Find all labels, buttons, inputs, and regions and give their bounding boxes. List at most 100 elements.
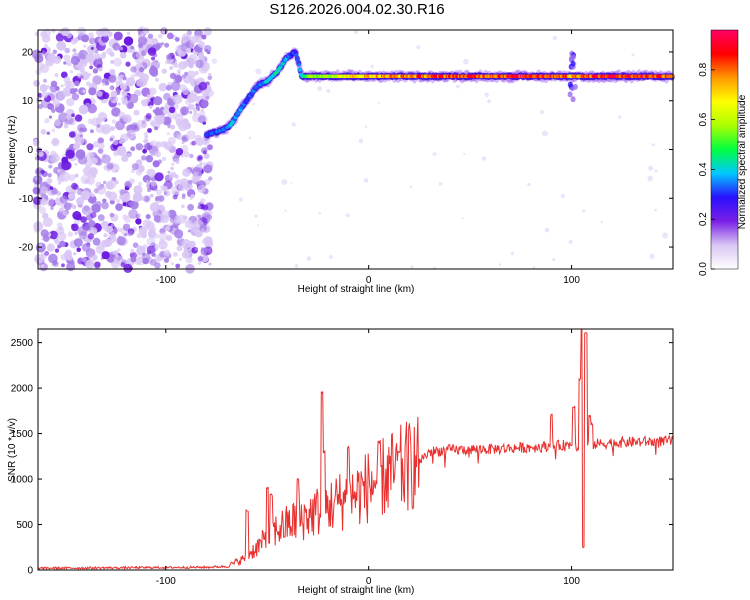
- noise-blob: [123, 233, 128, 237]
- noise-blob: [143, 131, 148, 137]
- noise-blob: [143, 195, 150, 202]
- noise-blob: [202, 162, 207, 166]
- colorbar: 0.0 0.2 0.4 0.6 0.8 Normalized spectral ampl…: [698, 29, 748, 276]
- noise-blob: [181, 193, 186, 198]
- noise-blob: [173, 63, 179, 68]
- noise-blob: [191, 140, 197, 146]
- noise-blob: [50, 150, 57, 157]
- noise-blob: [82, 89, 86, 93]
- trace-disturbance: [570, 54, 576, 61]
- noise-blob: [92, 141, 100, 148]
- noise-blob: [203, 27, 212, 36]
- noise-blob: [200, 99, 209, 108]
- noise-blob: [205, 95, 210, 100]
- noise-blob: [98, 67, 103, 72]
- y-tick-label: 0: [27, 566, 33, 577]
- noise-blob: [90, 97, 95, 103]
- noise-blob: [34, 254, 44, 264]
- noise-blob: [112, 42, 121, 51]
- noise-blob: [72, 48, 77, 53]
- noise-blob: [74, 136, 85, 146]
- noise-blob: [170, 171, 177, 178]
- noise-blob: [294, 264, 299, 268]
- noise-blob: [90, 211, 97, 219]
- noise-blob: [211, 58, 218, 64]
- noise-blob: [207, 75, 213, 81]
- noise-blob: [158, 33, 163, 39]
- noise-blob: [71, 93, 80, 101]
- noise-blob: [91, 157, 98, 164]
- colorbar-label: Normalized spectral amplitude: [737, 94, 748, 229]
- noise-blob: [137, 165, 145, 173]
- noise-blob: [110, 143, 118, 152]
- noise-blob: [175, 118, 183, 126]
- noise-blob: [142, 219, 152, 229]
- noise-blob: [44, 251, 50, 256]
- noise-blob: [186, 70, 196, 80]
- noise-blob: [69, 70, 73, 74]
- noise-blob: [149, 202, 160, 213]
- noise-blob: [175, 148, 184, 156]
- noise-blob: [199, 198, 206, 204]
- noise-blob: [46, 198, 55, 207]
- noise-blob: [175, 263, 181, 269]
- noise-blob: [651, 143, 655, 147]
- noise-blob: [73, 238, 83, 248]
- trace-core: [296, 63, 301, 67]
- noise-blob: [71, 224, 75, 228]
- noise-blob: [66, 32, 72, 39]
- noise-blob: [167, 81, 172, 86]
- spectrogram-frame: [37, 29, 674, 270]
- noise-blob: [125, 61, 131, 67]
- noise-blob: [122, 202, 127, 207]
- noise-blob: [70, 55, 80, 65]
- noise-blob: [111, 107, 121, 117]
- x-tick-label: -100: [156, 576, 176, 587]
- noise-blob: [208, 72, 212, 77]
- colorbar-tick-label: 0.8: [698, 62, 709, 76]
- noise-blob: [33, 79, 40, 87]
- noise-blob: [188, 63, 194, 69]
- noise-blob: [56, 222, 63, 228]
- noise-blob: [164, 42, 170, 48]
- noise-blob: [130, 45, 135, 50]
- noise-blob: [203, 153, 210, 159]
- noise-blob: [46, 243, 56, 252]
- noise-blob: [207, 144, 213, 151]
- noise-blob: [63, 54, 71, 62]
- noise-blob: [147, 47, 157, 56]
- noise-blob: [63, 123, 69, 129]
- noise-blob: [206, 89, 214, 97]
- noise-blob: [119, 140, 123, 144]
- noise-blob: [59, 240, 66, 247]
- noise-blob: [52, 49, 58, 55]
- noise-blob: [92, 237, 101, 246]
- noise-blob: [139, 73, 149, 83]
- noise-blob: [129, 251, 137, 259]
- noise-blob: [33, 138, 40, 145]
- noise-blob: [131, 163, 139, 171]
- noise-blob: [52, 99, 60, 108]
- noise-blob: [110, 223, 115, 228]
- noise-blob: [149, 226, 156, 233]
- noise-blob: [100, 220, 108, 229]
- noise-blob: [178, 183, 186, 192]
- noise-blob: [176, 245, 183, 252]
- noise-blob: [130, 146, 136, 152]
- noise-blob: [85, 212, 89, 216]
- trace-core: [298, 68, 303, 72]
- noise-blob: [81, 243, 91, 252]
- noise-blob: [88, 32, 94, 39]
- noise-blob: [135, 218, 142, 225]
- snr-ylabel: SNR (10 * v/v): [7, 418, 18, 482]
- snr-line: [37, 328, 674, 571]
- noise-blob: [171, 262, 174, 266]
- noise-blob: [92, 68, 99, 74]
- noise-blob: [182, 87, 190, 96]
- noise-blob: [147, 33, 154, 39]
- noise-blob: [70, 38, 78, 45]
- noise-blob: [47, 178, 52, 183]
- noise-blob: [174, 229, 184, 239]
